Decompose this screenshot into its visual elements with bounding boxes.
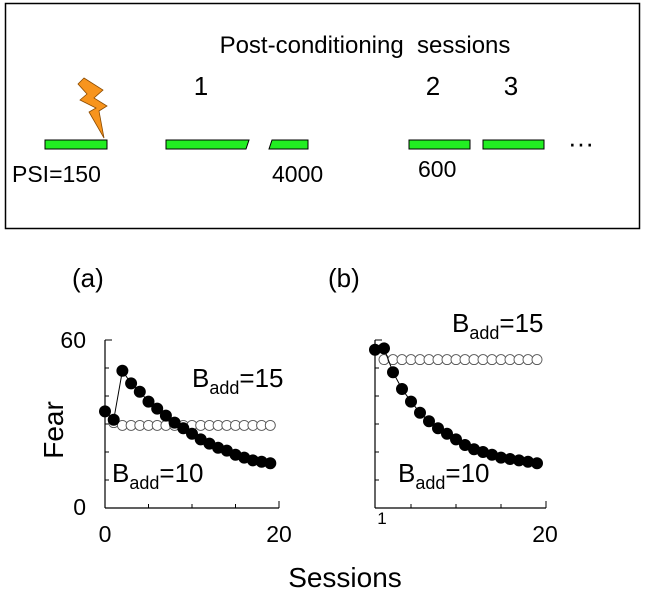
panel-a-series-1-point [99, 405, 111, 418]
panel-b-series-0-point [378, 354, 390, 366]
panel-b-legend-badd-10: Badd=10 [398, 458, 490, 493]
panel-b-series-1-point [387, 366, 399, 379]
interval-label-4000: 4000 [272, 161, 323, 187]
panel-b-series-0-point [432, 354, 444, 366]
chart-panel-b: (b) 1 20 Badd=15 Badd=10 [328, 263, 558, 547]
schematic-title: Post-conditioning sessions [220, 32, 511, 59]
panel-b-axes [374, 339, 547, 509]
session-label-3: 3 [504, 71, 518, 101]
panel-b-xtick-1: 1 [377, 509, 386, 528]
panel-b-series [369, 342, 543, 470]
panel-a-label: (a) [72, 263, 104, 293]
panel-a-series-1-point [133, 385, 146, 398]
panel-a-series-1-point [177, 422, 190, 435]
panel-b-series-0-point [486, 354, 498, 366]
panel-a-series-1-point [159, 409, 172, 422]
panel-b-series-0-point [450, 354, 462, 366]
panel-b-series-0-point [468, 354, 480, 366]
x-axis-label: Sessions [288, 562, 402, 591]
panel-b-legend-badd-15: Badd=15 [452, 308, 544, 343]
session-2-bar [408, 139, 471, 150]
session-label-2: 2 [426, 71, 440, 101]
panel-b-series-0-point [477, 354, 489, 366]
schematic-panel: Post-conditioning sessions 1 2 3 ··· PSI… [4, 2, 641, 230]
panel-a-legend-badd-15: Badd=15 [192, 363, 284, 398]
panel-b-series-1-point [531, 457, 543, 470]
pre-session-bar [44, 139, 108, 150]
panel-a-series-1-point [168, 416, 181, 429]
panel-b-series-0-point [495, 354, 507, 366]
lightning-bolt-icon [77, 77, 108, 139]
panel-a-series-0-point [264, 419, 276, 431]
panel-b-xtick-20: 20 [532, 521, 558, 547]
panel-a-series [99, 364, 277, 470]
panel-a-xtick-0: 0 [99, 521, 112, 547]
panel-b-series-0-point [441, 354, 453, 366]
panel-b-series-0-point [513, 354, 525, 366]
panel-b-series-1-point [423, 415, 435, 428]
session-1-bar-right [268, 139, 309, 150]
panel-b-series-0-point [459, 354, 471, 366]
panel-b-series-1-point [396, 383, 408, 395]
panel-b-series-0-point [396, 354, 408, 366]
panel-b-series-0-point [414, 354, 426, 366]
session-label-1: 1 [194, 71, 208, 101]
panel-b-series-1-point [414, 406, 426, 419]
panel-b-label: (b) [328, 263, 360, 293]
panel-b-series-1-point [378, 342, 390, 355]
panel-a-ytick-60: 60 [60, 327, 86, 353]
panel-a-series-1-point [116, 364, 129, 377]
session-3-bar [482, 139, 545, 150]
panel-a-series-1-point [125, 377, 138, 390]
panel-b-series-0-point [522, 354, 534, 366]
session-1-bar-left [165, 139, 250, 150]
y-axis-label: Fear [38, 401, 69, 459]
panel-a-xtick-20: 20 [266, 521, 292, 547]
panel-b-series-0-point [504, 354, 516, 366]
panel-b-series-1-line [374, 347, 538, 464]
panel-a-legend-badd-10: Badd=10 [112, 458, 204, 493]
panel-b-series-1-point [441, 427, 453, 440]
panel-a-series-1-point [264, 457, 277, 470]
panel-b-series-1-point [432, 422, 444, 435]
chart-panel-a: (a) 60 0 0 20 Badd=15 Badd=10 [60, 263, 291, 547]
panel-b-series-1-point [450, 433, 462, 446]
panel-b-series-0-point [405, 354, 417, 366]
panel-a-series-1-point [151, 402, 164, 415]
interval-label-600: 600 [418, 156, 456, 182]
panel-a-series-1-point [186, 427, 198, 440]
psi-label: PSI=150 [12, 161, 101, 187]
panel-a-ytick-0: 0 [73, 494, 86, 520]
schematic-frame [4, 2, 641, 230]
panel-b-series-1-point [405, 395, 417, 408]
panel-b-series-0-point [423, 354, 435, 366]
panel-b-series-0-point [531, 354, 543, 366]
panel-a-series-1-point [107, 413, 120, 426]
more-sessions-ellipsis: ··· [568, 128, 594, 158]
panel-a-series-1-point [142, 395, 155, 408]
panel-a-axes [104, 339, 280, 509]
